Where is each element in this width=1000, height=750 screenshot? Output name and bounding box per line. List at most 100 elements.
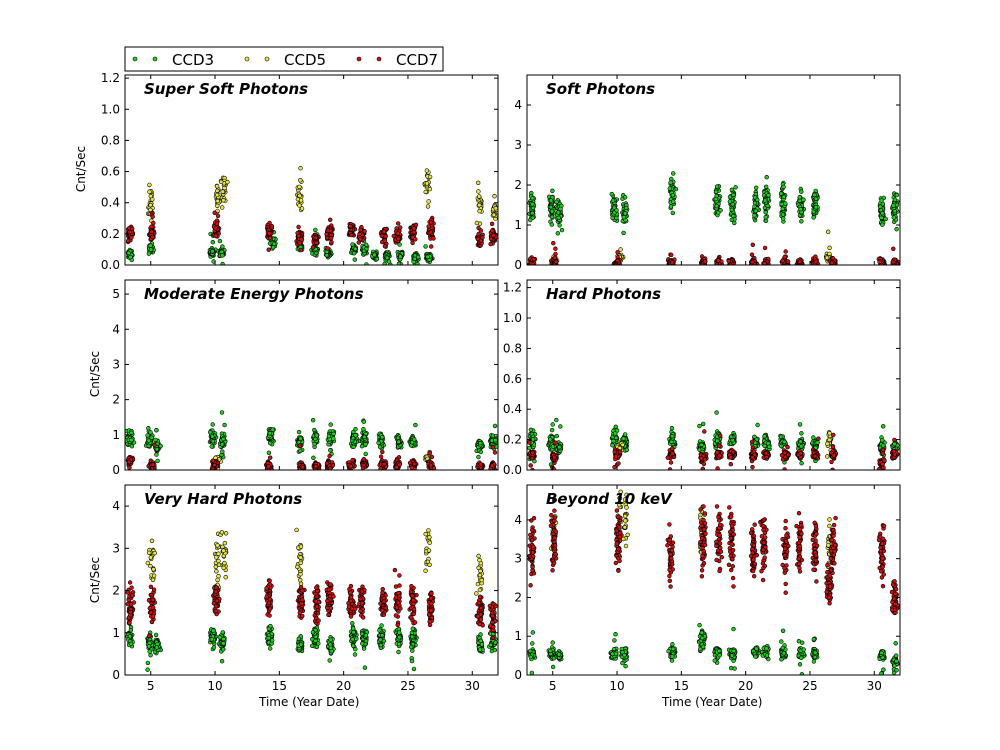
point-ccd7 — [428, 220, 434, 225]
point-ccd5 — [476, 180, 481, 186]
point-ccd3 — [670, 171, 676, 176]
point-ccd7 — [553, 246, 558, 251]
point-ccd3 — [557, 444, 562, 450]
point-ccd7 — [267, 235, 273, 241]
point-ccd3 — [148, 430, 153, 435]
point-ccd3 — [783, 201, 788, 206]
point-ccd3 — [609, 191, 614, 197]
data-points — [125, 410, 498, 470]
point-ccd7 — [349, 232, 354, 238]
point-ccd7 — [890, 259, 896, 265]
point-ccd7 — [669, 260, 675, 265]
point-ccd7 — [325, 246, 330, 251]
point-ccd3 — [780, 216, 786, 221]
point-ccd7 — [127, 229, 132, 235]
point-ccd7 — [762, 261, 767, 265]
point-ccd3 — [361, 248, 367, 254]
point-ccd3 — [154, 452, 159, 457]
point-ccd5 — [299, 206, 305, 211]
point-ccd3 — [478, 441, 483, 446]
point-ccd5 — [426, 199, 431, 204]
point-ccd7 — [150, 462, 156, 467]
point-ccd7 — [489, 463, 495, 468]
point-ccd3 — [220, 449, 225, 454]
point-ccd7 — [348, 224, 353, 229]
point-ccd5 — [493, 206, 498, 211]
point-ccd3 — [493, 437, 498, 443]
point-ccd5 — [477, 202, 482, 208]
point-ccd7 — [268, 455, 273, 460]
point-ccd7 — [213, 233, 219, 239]
point-ccd5 — [214, 184, 220, 189]
point-ccd3 — [730, 438, 735, 443]
point-ccd3 — [266, 450, 272, 455]
point-ccd7 — [391, 233, 396, 239]
point-ccd7 — [396, 236, 401, 241]
point-ccd3 — [210, 249, 215, 254]
point-ccd5 — [824, 255, 830, 260]
point-ccd5 — [423, 189, 428, 195]
point-ccd3 — [733, 185, 738, 190]
point-ccd3 — [891, 203, 896, 208]
point-ccd3 — [372, 252, 377, 257]
point-ccd5 — [148, 202, 153, 208]
point-ccd3 — [478, 449, 484, 455]
point-ccd3 — [558, 424, 563, 429]
point-ccd3 — [614, 208, 619, 213]
point-ccd3 — [763, 215, 768, 220]
point-ccd3 — [490, 433, 496, 438]
point-ccd3 — [729, 217, 734, 223]
y-tick-label: 2 — [112, 393, 120, 407]
point-ccd5 — [220, 205, 225, 210]
point-ccd7 — [360, 465, 366, 470]
point-ccd5 — [147, 182, 152, 188]
point-ccd3 — [670, 434, 675, 439]
point-ccd3 — [801, 197, 806, 202]
point-ccd3 — [328, 422, 333, 427]
point-ccd3 — [331, 436, 336, 441]
point-ccd3 — [384, 255, 390, 261]
point-ccd5 — [827, 245, 832, 251]
point-ccd3 — [621, 436, 626, 441]
panel-title: Moderate Energy Photons — [144, 285, 364, 303]
point-ccd7 — [413, 237, 418, 242]
point-ccd3 — [363, 442, 368, 447]
point-ccd3 — [764, 175, 769, 180]
point-ccd3 — [880, 201, 886, 207]
point-ccd3 — [222, 422, 227, 428]
point-ccd3 — [208, 430, 213, 435]
point-ccd3 — [727, 194, 733, 200]
point-ccd3 — [352, 251, 357, 256]
point-ccd7 — [780, 258, 785, 264]
point-ccd3 — [221, 436, 226, 442]
point-ccd7 — [266, 247, 271, 252]
point-ccd3 — [396, 439, 401, 444]
data-points — [527, 410, 900, 470]
point-ccd7 — [269, 224, 275, 229]
point-ccd3 — [765, 203, 770, 209]
point-ccd3 — [727, 199, 733, 204]
point-ccd5 — [427, 174, 433, 180]
point-ccd7 — [149, 229, 154, 235]
point-ccd7 — [313, 463, 319, 469]
point-ccd3 — [718, 208, 723, 213]
point-ccd3 — [548, 198, 554, 203]
point-ccd3 — [364, 262, 369, 265]
point-ccd3 — [799, 219, 804, 224]
point-ccd7 — [813, 259, 819, 264]
point-ccd3 — [145, 433, 150, 438]
point-ccd3 — [780, 212, 786, 217]
point-ccd3 — [267, 440, 273, 446]
point-ccd3 — [374, 256, 380, 262]
y-tick-label: 5 — [112, 287, 120, 301]
point-ccd3 — [331, 431, 336, 436]
point-ccd3 — [425, 254, 430, 260]
point-ccd7 — [395, 231, 400, 236]
point-ccd7 — [427, 450, 432, 456]
point-ccd7 — [151, 220, 156, 226]
y-tick-label: 1.0 — [101, 102, 120, 116]
panel-4: 0.00.20.40.60.81.01.2 Hard Photons — [503, 279, 901, 477]
point-ccd7 — [492, 450, 498, 455]
point-ccd3 — [146, 251, 152, 256]
